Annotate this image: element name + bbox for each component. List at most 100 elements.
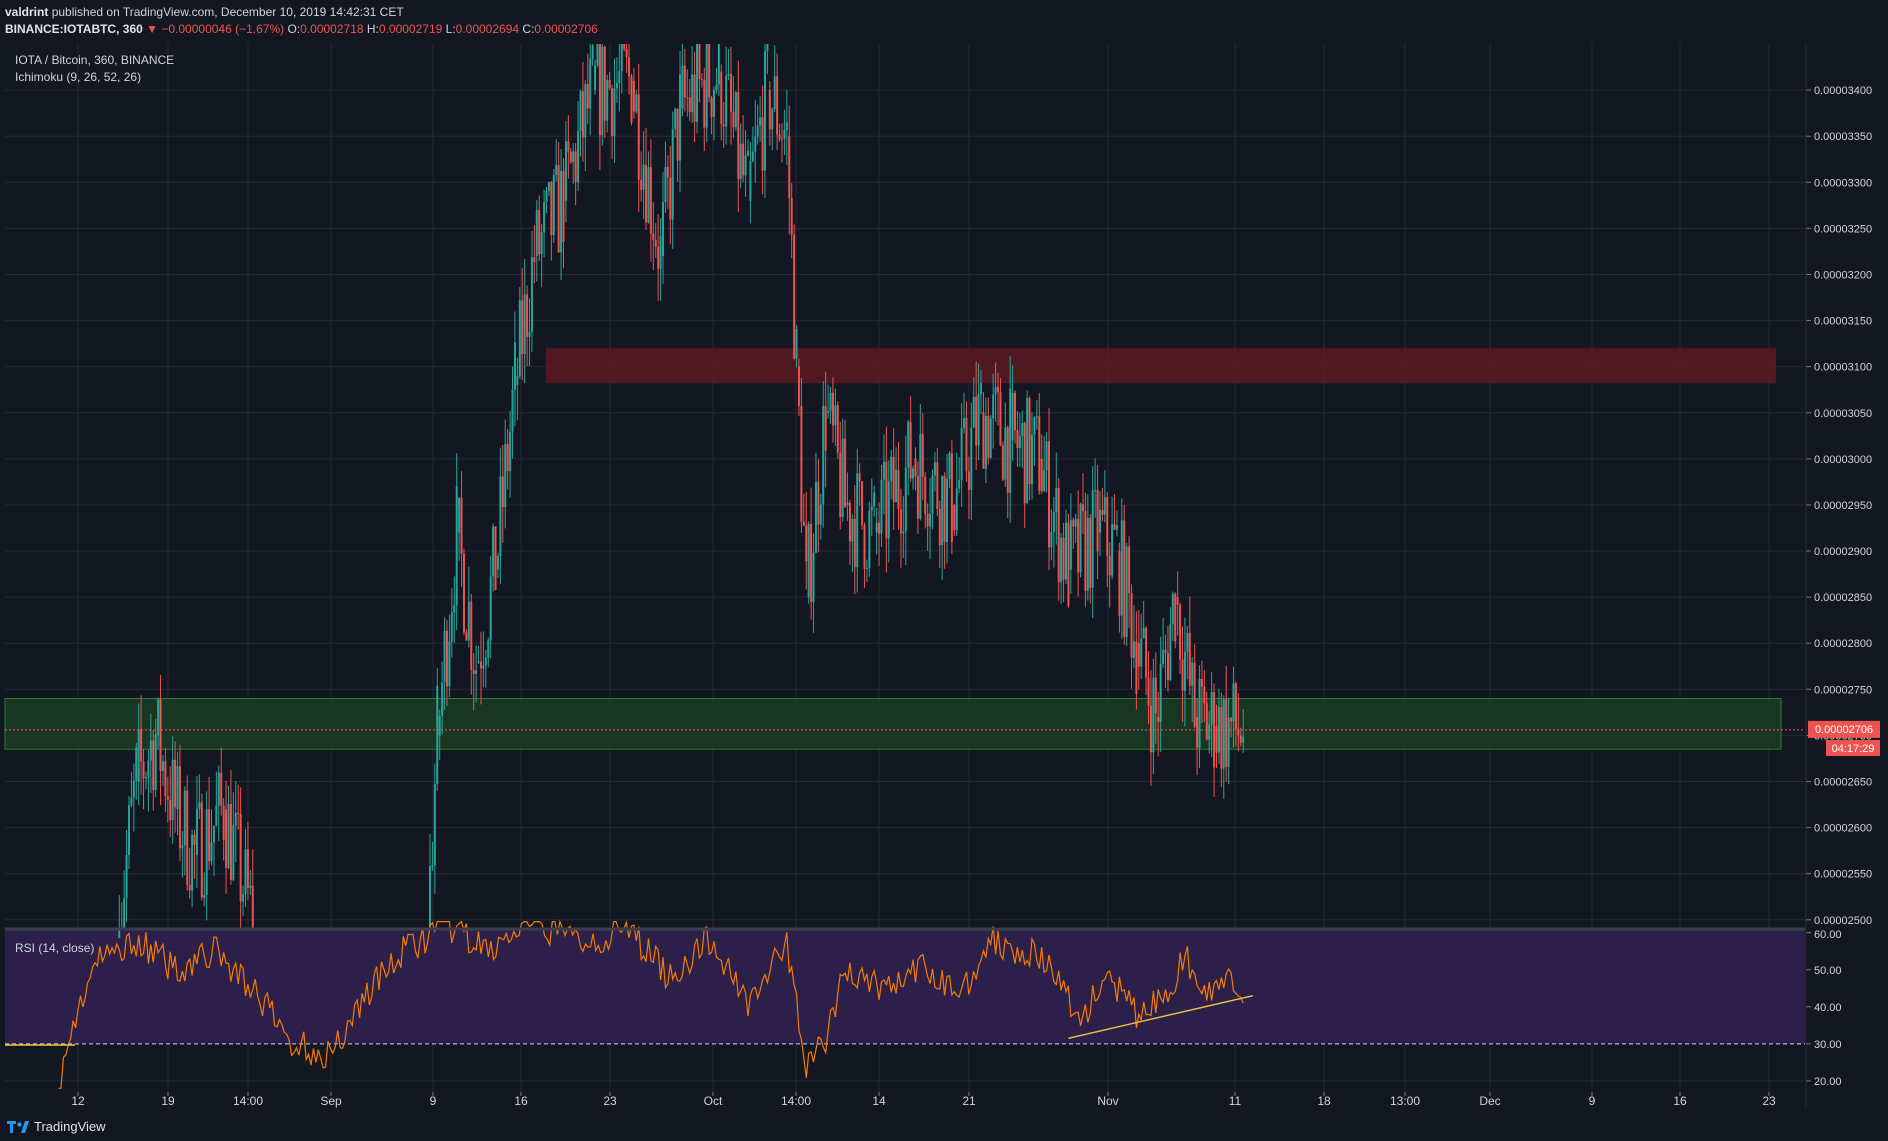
chart-canvas[interactable]: 0.00002500 0.00002550 0.00002600 0.00002650… [0,0,1888,1108]
candle-body [958,480,961,489]
rsi-tick-label: 20.00 [1814,1076,1842,1088]
candle-body [186,790,189,885]
rsi-trendline[interactable] [1068,994,1254,1039]
candle-body [948,453,951,479]
candle-body [909,421,912,479]
time-tick-label: 11 [1229,1094,1242,1108]
candle-body [846,502,849,505]
candle-body [465,632,468,641]
candle-body [460,497,463,554]
candle-body [739,143,742,179]
candle-body [737,92,740,179]
candle-body [912,468,915,479]
candle-body [611,88,614,136]
candle-body [234,812,237,826]
candle-body [725,75,728,127]
price-zones [4,348,1782,750]
candle-body [899,508,902,534]
candle-body [1186,633,1189,653]
candle-body [1028,397,1031,485]
candle-body [1108,555,1111,576]
candle-body [137,728,140,782]
candle-body [598,44,601,136]
candle-body [797,366,800,406]
candle-body [819,504,822,525]
price-tick-label: 0.00002500 [1814,915,1872,927]
candle-body [1043,470,1046,492]
candle-body [1196,716,1199,748]
candle-body [564,141,567,201]
candle-body [1006,427,1009,493]
candle-body [606,80,609,121]
candle-body [572,151,575,163]
candle-body [608,80,611,89]
time-tick-label: Oct [704,1094,723,1108]
candle-body [164,761,167,797]
high-value: 0.00002719 [378,22,443,36]
tradingview-brand[interactable]: TradingView [34,1119,106,1134]
candle-body [936,462,939,509]
candle-body [856,473,859,568]
support-zone[interactable] [4,698,1782,750]
candle-body [1147,677,1150,706]
ichimoku-legend[interactable]: Ichimoku (9, 26, 52, 26) [15,70,141,84]
candle-body [997,387,1000,392]
candle-body [1142,627,1145,639]
author-name[interactable]: valdrint [5,5,49,19]
resistance-zone[interactable] [546,348,1776,384]
candle-body [239,814,242,902]
candle-body [844,438,847,508]
candle-body [729,74,732,112]
candle-body [836,405,839,453]
candle-body [249,885,252,888]
candle-body [640,179,643,190]
candle-body [1166,653,1169,680]
open-value: 0.00002718 [300,22,364,36]
candle-body [895,469,898,503]
candle-body [669,177,672,220]
candle-body [795,328,798,359]
candle-body [455,486,458,605]
candle-body [1096,490,1099,552]
candle-body [861,481,864,525]
chart-legend-title: IOTA / Bitcoin, 360, BINANCE [15,53,174,67]
candle-body [1183,652,1186,691]
candle-body [870,506,873,511]
time-axis[interactable]: 12 19 14:00 Sep 9 16 23 Oct 14:00 14 21 Nov 11 18 13:0… [71,1092,1776,1108]
candle-body [878,522,881,534]
candle-body [494,526,497,590]
candle-body [1050,532,1053,548]
candle-body [487,640,490,658]
candle-body [649,167,652,234]
candle-body [191,834,194,891]
candle-body [169,800,172,821]
candle-body [246,849,249,888]
candle-body [431,865,434,867]
candle-body [501,476,504,508]
candle-body [1106,497,1109,556]
candle-body [159,699,162,772]
candle-body [1064,522,1067,580]
candle-body [513,342,516,390]
symbol-label: BINANCE:IOTABTC, 360 [5,22,143,36]
candle-body [800,405,803,522]
candle-body [984,415,987,469]
candle-body [144,777,147,779]
candle-body [773,76,776,110]
time-tick-label: 14:00 [233,1094,263,1108]
candle-body [887,481,890,539]
candle-body [1062,537,1065,580]
low-label: L: [445,22,456,36]
candle-body [858,473,861,482]
price-axis[interactable]: 0.00002500 0.00002550 0.00002600 0.00002650… [1806,85,1872,927]
candle-body [217,772,220,806]
rsi-axis[interactable]: 20.00 30.00 40.00 50.00 60.00 [1806,929,1842,1088]
candle-body [496,555,499,570]
rsi-legend[interactable]: RSI (14, close) [15,941,94,955]
candle-body [229,803,232,880]
candle-body [980,383,983,395]
candle-body [127,805,130,856]
candle-body [142,761,145,779]
candle-body [586,84,589,109]
candle-body [484,657,487,666]
